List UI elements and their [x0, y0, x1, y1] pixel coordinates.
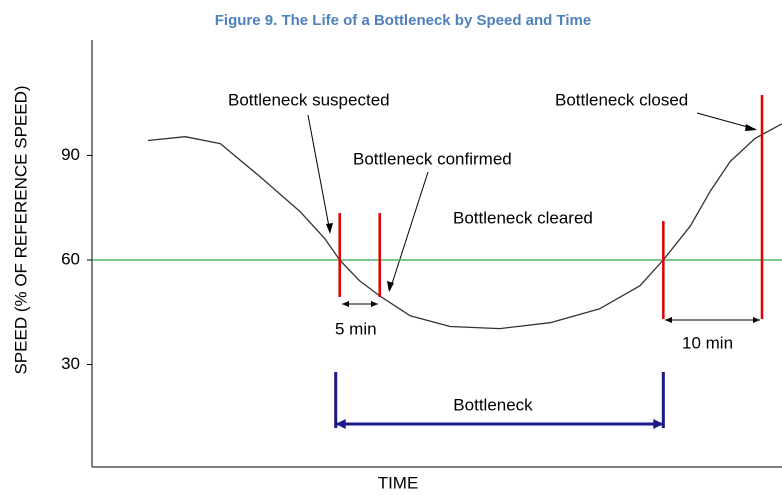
annotation: Bottleneck closed — [555, 90, 688, 109]
arrowhead — [745, 124, 757, 131]
annotation: 10 min — [682, 333, 733, 352]
annotation: Bottleneck cleared — [453, 208, 593, 227]
arrow — [696, 112, 756, 130]
y-tick-label: 60 — [61, 249, 80, 268]
y-axis-label: SPEED (% OF REFERENCE SPEED) — [11, 85, 30, 374]
annotation: 5 min — [335, 319, 377, 338]
arrow — [389, 171, 429, 291]
chart-title: Figure 9. The Life of a Bottleneck by Sp… — [215, 12, 591, 29]
arrowhead — [326, 223, 333, 234]
speed-curve — [147, 123, 782, 330]
annotation: Bottleneck — [453, 395, 533, 414]
annotation: Bottleneck suspected — [228, 90, 390, 109]
annotation: Bottleneck confirmed — [353, 149, 512, 168]
y-tick-label: 90 — [61, 145, 80, 164]
arrowhead — [387, 281, 394, 292]
arrow — [307, 114, 331, 233]
y-tick-label: 30 — [61, 354, 80, 373]
x-axis-label: TIME — [378, 473, 419, 492]
